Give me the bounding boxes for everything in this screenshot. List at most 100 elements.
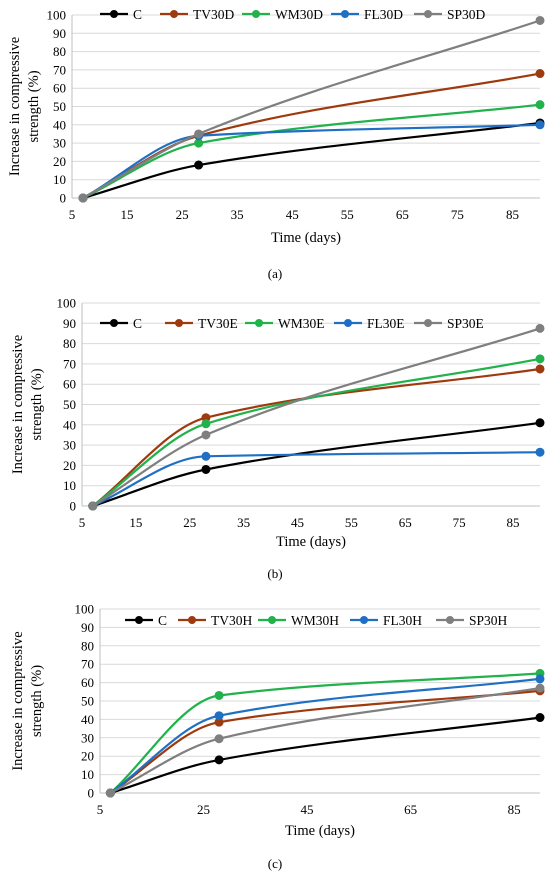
series-line-a-c [82,121,541,200]
legend-marker-a [424,10,432,18]
legend-label-b-c: C [133,316,142,331]
y-axis-title-a: Increase in compressive [7,37,23,176]
legend-marker-a [252,10,260,18]
data-point-b-wm30e [201,419,211,429]
y-tick-label-a: 70 [53,62,66,77]
legend-marker-b [110,319,118,327]
series-line-c-c [110,716,541,795]
legend-label-a-wm30d: WM30D [275,7,323,22]
y-tick-label-b: 100 [57,296,77,311]
y-tick-label-b: 50 [63,397,76,412]
y-tick-label-c: 90 [81,620,94,635]
y-axis-title-c: strength (%) [29,665,45,737]
y-tick-label-a: 30 [53,136,66,151]
y-tick-label-a: 90 [53,26,66,41]
y-tick-label-b: 80 [63,336,76,351]
data-point-c-sp30h [105,788,115,798]
y-tick-label-c: 40 [81,712,94,727]
legend-label-b-fl30e: FL30E [367,316,405,331]
legend-label-a-sp30d: SP30D [447,7,486,22]
legend-marker-a [170,10,178,18]
data-point-b-fl30e [535,447,545,457]
x-tick-label-c: 45 [301,802,314,817]
y-tick-label-a: 0 [60,191,67,206]
data-point-a-wm30d [194,138,204,148]
y-tick-label-a: 20 [53,154,66,169]
y-tick-label-b: 40 [63,417,76,432]
y-tick-label-a: 80 [53,44,66,59]
panel-caption-c: (c) [268,856,282,871]
x-tick-label-b: 75 [453,515,466,530]
y-tick-label-c: 50 [81,694,94,709]
legend-label-b-wm30e: WM30E [278,316,325,331]
legend-label-c-wm30h: WM30H [291,613,339,628]
x-tick-label-a: 65 [396,207,409,222]
y-tick-label-c: 100 [75,602,95,617]
y-tick-label-c: 10 [81,767,94,782]
x-tick-label-a: 35 [231,207,244,222]
series-line-c-wm30h [109,672,541,794]
x-tick-label-a: 55 [341,207,354,222]
data-point-b-fl30e [201,451,211,461]
panel-caption-b: (b) [267,566,282,581]
x-tick-label-b: 25 [183,515,196,530]
x-axis-title-c: Time (days) [285,823,355,839]
x-tick-label-a: 15 [121,207,134,222]
data-point-b-wm30e [535,354,545,364]
data-point-a-fl30d [535,120,545,130]
x-tick-label-b: 15 [129,515,142,530]
legend-marker-c [446,616,454,624]
series-line-a-fl30d [82,123,541,199]
y-tick-label-c: 80 [81,638,94,653]
x-tick-label-b: 45 [291,515,304,530]
x-tick-label-c: 25 [197,802,210,817]
x-tick-label-c: 5 [97,802,104,817]
series-line-b-wm30e [92,357,541,507]
y-tick-label-a: 100 [47,8,67,23]
y-axis-title-c: Increase in compressive [10,631,26,770]
data-point-a-c [194,160,204,170]
y-tick-label-b: 20 [63,458,76,473]
legend-label-c-sp30h: SP30H [469,613,508,628]
y-tick-label-a: 50 [53,99,66,114]
x-tick-label-a: 25 [176,207,189,222]
x-tick-label-c: 85 [508,802,521,817]
data-point-a-sp30d [194,129,204,139]
legend-marker-b [344,319,352,327]
x-tick-label-a: 5 [69,207,76,222]
x-tick-label-b: 65 [399,515,412,530]
legend-marker-c [268,616,276,624]
legend-label-b-sp30e: SP30E [447,316,484,331]
y-tick-label-c: 30 [81,730,94,745]
data-point-c-wm30h [214,690,224,700]
legend-label-c-c: C [158,613,167,628]
series-line-a-wm30d [82,103,541,199]
y-tick-label-b: 30 [63,438,76,453]
x-axis-title-a: Time (days) [271,230,341,246]
y-tick-label-a: 10 [53,172,66,187]
x-tick-label-b: 35 [237,515,250,530]
y-tick-label-b: 0 [70,499,77,514]
legend-label-b-tv30e: TV30E [198,316,238,331]
series-line-c-tv30h [109,689,541,794]
data-point-c-fl30h [535,674,545,684]
data-point-c-c [214,755,224,765]
data-point-c-c [535,713,545,723]
panel-caption-a: (a) [268,266,282,281]
y-tick-label-c: 0 [88,786,95,801]
y-tick-label-a: 60 [53,81,66,96]
x-axis-title-b: Time (days) [276,534,346,550]
data-point-b-c [201,464,211,474]
x-tick-label-b: 85 [507,515,520,530]
series-line-c-fl30h [109,677,541,794]
y-tick-label-b: 10 [63,478,76,493]
legend-label-c-fl30h: FL30H [383,613,422,628]
data-point-b-c [535,418,545,428]
series-line-b-c [92,421,541,508]
y-axis-title-b: Increase in compressive [10,335,26,474]
data-point-a-wm30d [535,100,545,110]
data-point-c-fl30h [214,711,224,721]
y-tick-label-b: 70 [63,356,76,371]
